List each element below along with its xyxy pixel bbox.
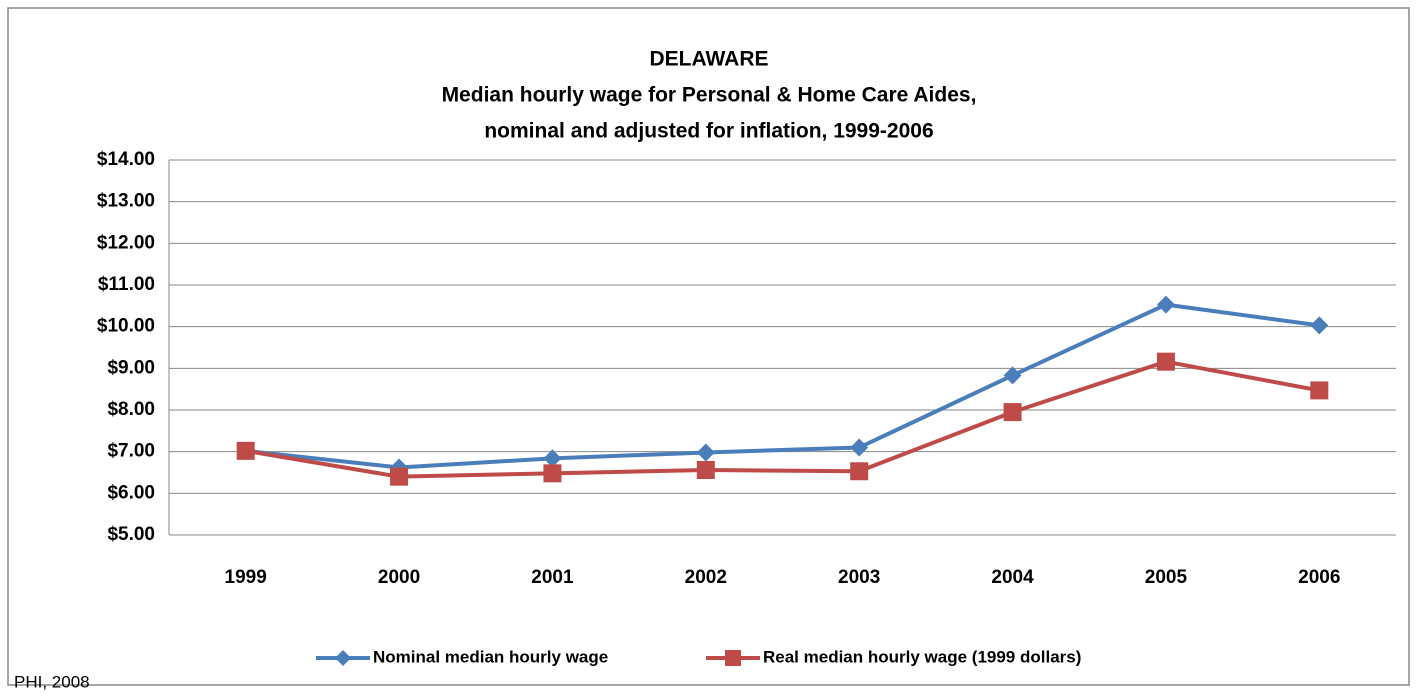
x-tick-label: 2003 (838, 567, 880, 588)
series-line (245, 302, 1320, 470)
series-line (245, 359, 1320, 479)
chart-subtitle: Median hourly wage for Personal & Home C… (442, 84, 977, 107)
data-point (1310, 316, 1329, 335)
y-tick-label: $5.00 (107, 524, 155, 545)
x-tick-label: 2006 (1298, 567, 1340, 588)
x-tick-label: 2000 (378, 567, 420, 588)
data-point (1003, 366, 1022, 385)
y-tick-label: $13.00 (97, 191, 155, 212)
y-tick-label: $8.00 (107, 399, 155, 420)
data-point (696, 461, 715, 479)
data-point (1156, 352, 1175, 371)
chart-frame (7, 7, 1410, 686)
data-point (1310, 381, 1329, 400)
source-note: PHI, 2008 (14, 672, 90, 691)
data-point (696, 443, 715, 462)
data-point (543, 464, 562, 483)
chart-subtitle: nominal and adjusted for inflation, 1999… (484, 120, 933, 143)
legend-label: Real median hourly wage (1999 dollars) (763, 647, 1081, 666)
data-point (236, 441, 255, 460)
y-tick-label: $11.00 (98, 274, 155, 295)
data-point (850, 438, 869, 457)
legend-marker (725, 650, 741, 666)
y-tick-label: $7.00 (107, 441, 155, 462)
y-tick-label: $9.00 (107, 357, 155, 378)
data-point (543, 449, 562, 468)
chart-title: DELAWARE (649, 48, 768, 71)
data-point (1156, 295, 1175, 314)
legend-marker (335, 650, 351, 666)
data-point (850, 462, 869, 481)
data-point (390, 467, 409, 486)
y-tick-label: $14.00 (97, 149, 155, 170)
x-tick-label: 2001 (531, 567, 574, 588)
data-point (1003, 403, 1022, 422)
x-tick-label: 2002 (685, 567, 727, 588)
y-tick-label: $6.00 (107, 482, 155, 503)
y-tick-label: $10.00 (97, 316, 155, 337)
x-tick-label: 1999 (225, 567, 267, 588)
x-tick-label: 2004 (991, 567, 1034, 588)
legend-label: Nominal median hourly wage (373, 647, 608, 666)
x-tick-label: 2005 (1145, 567, 1188, 588)
y-tick-label: $12.00 (97, 232, 155, 253)
